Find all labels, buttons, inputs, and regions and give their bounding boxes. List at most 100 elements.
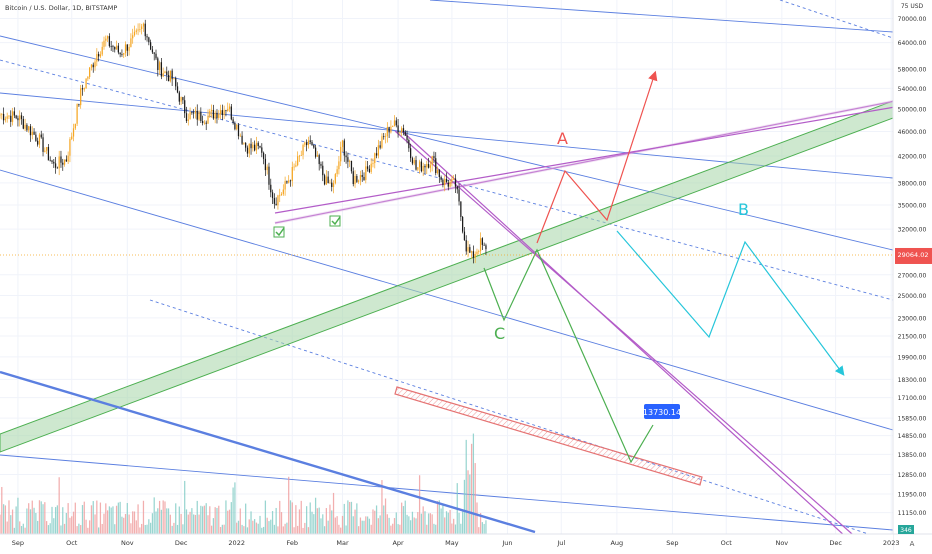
volume-bar: [336, 516, 338, 534]
x-tick-label: Nov: [121, 539, 134, 547]
volume-bar: [203, 505, 206, 534]
candle-body: [103, 40, 105, 47]
volume-bar: [320, 518, 322, 534]
price-axis[interactable]: [893, 0, 932, 550]
x-tick-label: Mar: [336, 539, 349, 547]
volume-bar: [239, 508, 241, 534]
candle-body: [261, 147, 263, 153]
candle-body: [221, 110, 223, 116]
candle-body: [426, 163, 428, 168]
auto-scale-button[interactable]: A: [910, 540, 915, 548]
candle-body: [327, 176, 329, 184]
volume-bar: [146, 524, 148, 534]
candle-body: [53, 161, 55, 164]
candle-body: [418, 161, 421, 168]
candle-body: [166, 71, 168, 75]
candle-body: [10, 115, 12, 122]
volume-bar: [433, 523, 435, 534]
wedge-lines: [274, 99, 896, 549]
volume-bar: [261, 527, 263, 534]
volume-bar: [406, 514, 408, 534]
volume-bar: [89, 520, 91, 534]
candle-body: [121, 54, 123, 55]
volume-bar: [427, 513, 430, 534]
candle-body: [436, 169, 439, 174]
y-tick-label: 70000.00: [898, 16, 927, 23]
volume-bar: [341, 515, 344, 534]
volume-bar: [202, 506, 204, 534]
volume-bar: [418, 475, 421, 534]
candle-body: [458, 189, 460, 202]
candle-body: [381, 136, 383, 148]
volume-bar: [26, 508, 28, 534]
volume-bar: [160, 509, 163, 534]
volume-bar: [101, 523, 103, 534]
candle-body: [401, 128, 403, 132]
volume-bar: [304, 522, 306, 534]
candle-body: [96, 54, 98, 62]
candle-body: [76, 104, 78, 124]
candle-body: [180, 97, 182, 102]
volume-bar: [76, 526, 78, 534]
x-tick-label: Jun: [501, 539, 512, 547]
candlesticks: [0, 19, 487, 264]
candle-body: [58, 156, 60, 169]
candle-body: [306, 142, 308, 146]
candle-body: [395, 120, 397, 126]
volume-bar: [87, 527, 89, 534]
candle-body: [354, 176, 356, 185]
volume-bar: [62, 507, 64, 534]
candle-body: [399, 131, 401, 133]
candle-body: [99, 54, 102, 57]
volume-bar: [343, 503, 345, 534]
volume-bar: [404, 500, 406, 534]
candle-body: [476, 251, 478, 254]
candle-body: [153, 52, 155, 54]
volume-bar: [185, 509, 188, 534]
candle-body: [26, 124, 28, 131]
volume-bar: [366, 516, 369, 534]
candle-body: [189, 112, 191, 120]
volume-bar: [193, 514, 195, 534]
volume-bar: [295, 505, 297, 534]
volume-bar: [338, 524, 340, 534]
volume-bar: [451, 523, 453, 534]
volume-bar: [132, 511, 134, 534]
volume-bar: [139, 527, 141, 534]
y-tick-label: 17100.00: [898, 395, 927, 402]
volume-bar: [94, 514, 96, 534]
volume-bar: [218, 505, 220, 534]
candle-body: [463, 231, 466, 241]
volume-bar: [158, 500, 161, 534]
volume-bar: [322, 514, 324, 534]
time-axis[interactable]: [0, 534, 893, 550]
volume-bar: [228, 509, 231, 534]
candle-body: [114, 47, 116, 50]
volume-bar: [306, 506, 308, 534]
volume-bar: [149, 522, 152, 534]
candle-body: [169, 70, 171, 82]
volume-bar: [219, 526, 222, 534]
volume-bar: [103, 513, 105, 534]
candle-body: [336, 169, 338, 175]
candle-body: [472, 251, 475, 258]
x-tick-label: Dec: [175, 539, 188, 547]
volume-bar: [390, 525, 392, 534]
candle-body: [345, 155, 347, 158]
candle-body: [176, 86, 179, 93]
candle-body: [451, 178, 453, 182]
candle-body: [214, 112, 216, 119]
y-tick-label: 27000.00: [898, 272, 927, 279]
volume-bar: [92, 501, 94, 534]
svg-text:346: 346: [900, 527, 912, 534]
y-tick-label: 21500.00: [898, 334, 927, 341]
candle-body: [311, 141, 313, 146]
volume-bar: [393, 518, 396, 534]
candle-body: [366, 166, 369, 169]
y-tick-label: 32000.00: [898, 227, 927, 234]
candle-body: [442, 179, 444, 186]
candle-body: [262, 152, 265, 159]
volume-bar: [402, 506, 405, 534]
